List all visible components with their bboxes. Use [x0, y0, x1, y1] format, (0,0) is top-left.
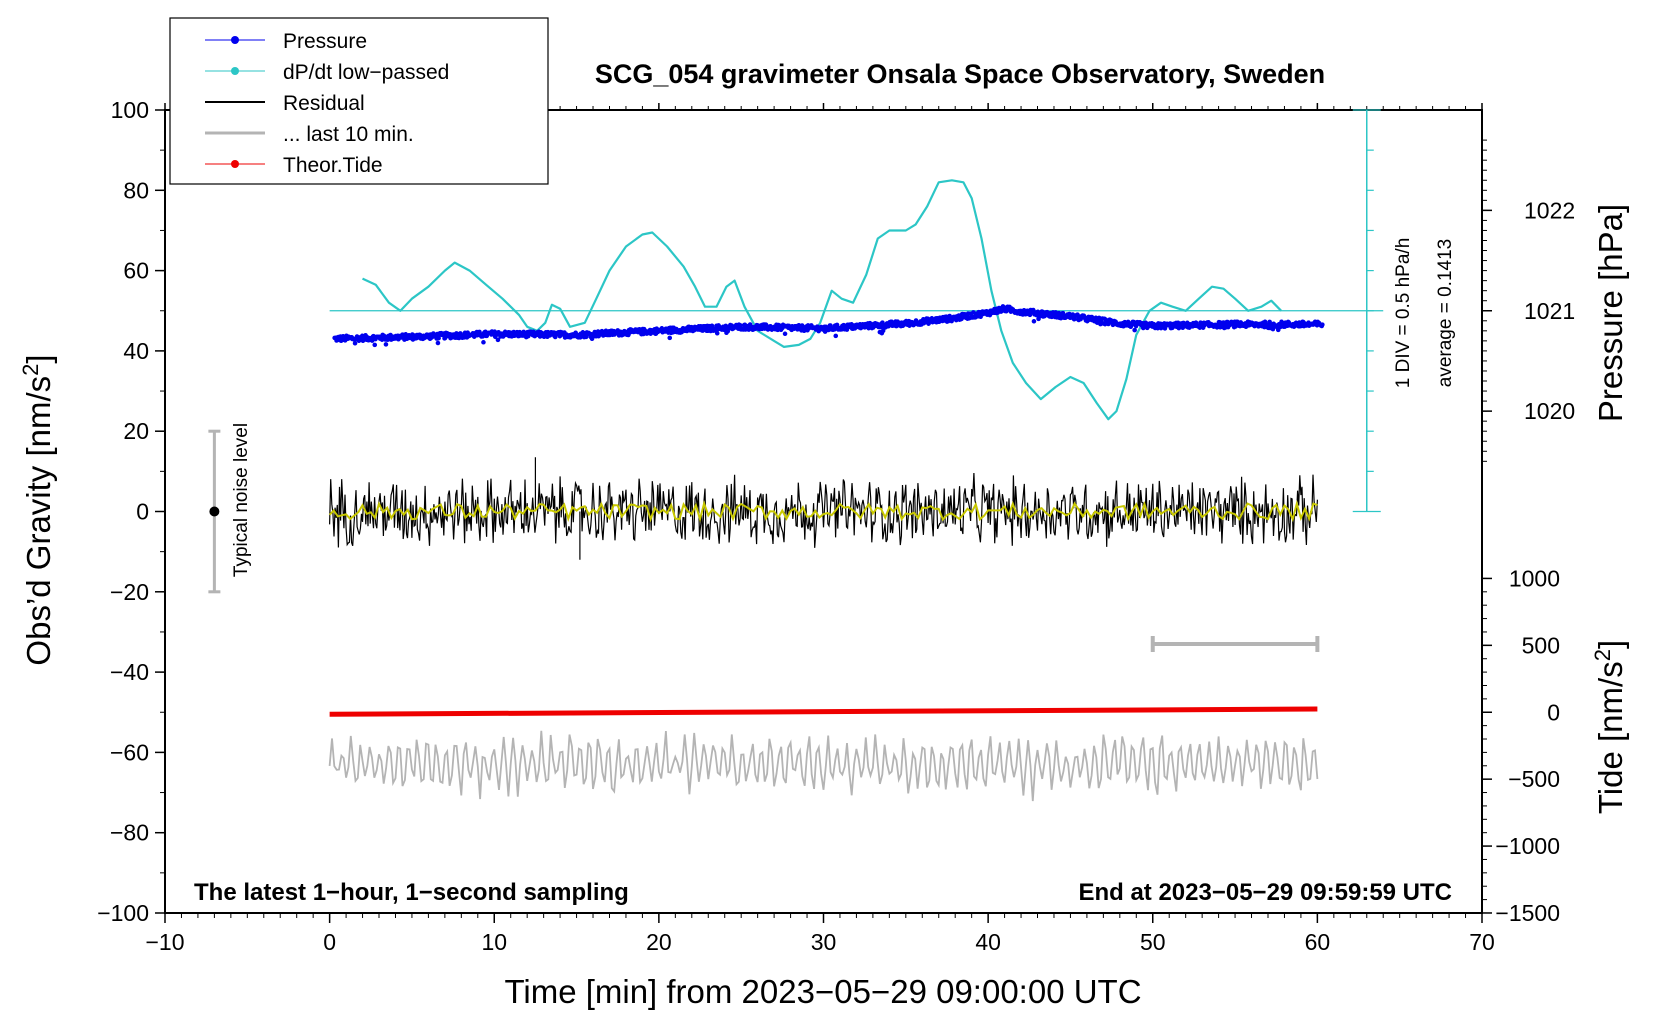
- legend-label: Theor.Tide: [283, 154, 383, 177]
- y-tick-label: 100: [111, 97, 149, 123]
- y-tick-label: 0: [136, 499, 149, 525]
- legend-label: ... last 10 min.: [283, 123, 414, 146]
- x-tick-label: −10: [145, 929, 184, 955]
- tide-tick-label: −1500: [1495, 900, 1560, 926]
- x-tick-label: 50: [1140, 929, 1166, 955]
- tide-tick-label: 500: [1522, 632, 1560, 658]
- legend-dpdt-marker: [231, 67, 239, 75]
- residual-series-line: [329, 457, 1318, 560]
- x-axis-ticks: −10 0 10 20 30 40 50 60 70: [145, 103, 1495, 955]
- pressure-axis-label: Pressure [hPa]: [1592, 204, 1629, 422]
- y-tick-label: −80: [110, 820, 149, 846]
- x-tick-label: 40: [975, 929, 1001, 955]
- legend-label: dP/dt low−passed: [283, 61, 449, 84]
- y-axis-ticks: −100 −80 −60 −40 −20 0 20 40 60 80 100: [97, 97, 165, 926]
- div-scale-label: 1 DIV = 0.5 hPa/h: [1393, 238, 1414, 389]
- y-tick-label: 40: [123, 338, 149, 364]
- tide-axis-ticks: 1000 500 0 −500 −1000 −1500: [1482, 565, 1560, 926]
- y-axis-label: Obs’d Gravity [nm/s2]: [18, 354, 58, 665]
- legend-entry-pressure: Pressure: [205, 30, 367, 53]
- y-tick-label: −40: [110, 659, 149, 685]
- end-time-note: End at 2023−05−29 09:59:59 UTC: [1078, 879, 1452, 906]
- noise-bar-center: [209, 506, 220, 517]
- legend-tide-marker: [231, 160, 239, 168]
- legend-entry-tide: Theor.Tide: [205, 154, 383, 177]
- average-label: average = 0.1413: [1435, 239, 1456, 387]
- tide-tick-label: −1000: [1495, 833, 1560, 859]
- x-tick-label: 60: [1305, 929, 1331, 955]
- y-tick-label: 60: [123, 258, 149, 284]
- noise-level-label: Typical noise level: [231, 423, 252, 577]
- x-tick-label: 30: [811, 929, 837, 955]
- tide-tick-label: 1000: [1509, 565, 1560, 591]
- legend: Pressure dP/dt low−passed Residual ... l…: [169, 17, 549, 185]
- legend-label: Residual: [283, 92, 365, 115]
- tide-tick-label: 0: [1547, 699, 1560, 725]
- legend-entry-dpdt: dP/dt low−passed: [205, 61, 449, 84]
- pressure-axis-ticks: 1020 1021 1022: [1482, 139, 1575, 462]
- series-layer: [208, 109, 1384, 802]
- y-tick-label: −100: [97, 900, 149, 926]
- x-tick-label: 70: [1469, 929, 1495, 955]
- legend-entry-last10: ... last 10 min.: [205, 123, 414, 146]
- pressure-series-dots: [332, 304, 1325, 348]
- chart-title: SCG_054 gravimeter Onsala Space Observat…: [595, 59, 1325, 89]
- y-tick-label: 80: [123, 177, 149, 203]
- last10-series-line: [328, 730, 1319, 802]
- residual-smooth-line: [328, 499, 1318, 523]
- tide-tick-label: −500: [1508, 766, 1560, 792]
- x-axis-label: Time [min] from 2023−05−29 09:00:00 UTC: [504, 973, 1141, 1010]
- tide-axis-label: Tide [nm/s2]: [1590, 640, 1630, 814]
- legend-entry-residual: Residual: [205, 92, 365, 115]
- sampling-note: The latest 1−hour, 1−second sampling: [194, 879, 629, 906]
- pressure-tick-label: 1020: [1524, 398, 1575, 424]
- legend-pressure-marker: [231, 36, 239, 44]
- tide-series-line: [329, 706, 1318, 717]
- pressure-tick-label: 1021: [1524, 298, 1575, 324]
- y-tick-label: 20: [123, 418, 149, 444]
- x-tick-label: 0: [323, 929, 336, 955]
- y-tick-label: −20: [110, 579, 149, 605]
- dpdt-series-line: [362, 179, 1282, 421]
- x-tick-label: 20: [646, 929, 672, 955]
- x-tick-label: 10: [481, 929, 507, 955]
- y-tick-label: −60: [110, 739, 149, 765]
- pressure-tick-label: 1022: [1524, 197, 1575, 223]
- legend-label: Pressure: [283, 30, 367, 53]
